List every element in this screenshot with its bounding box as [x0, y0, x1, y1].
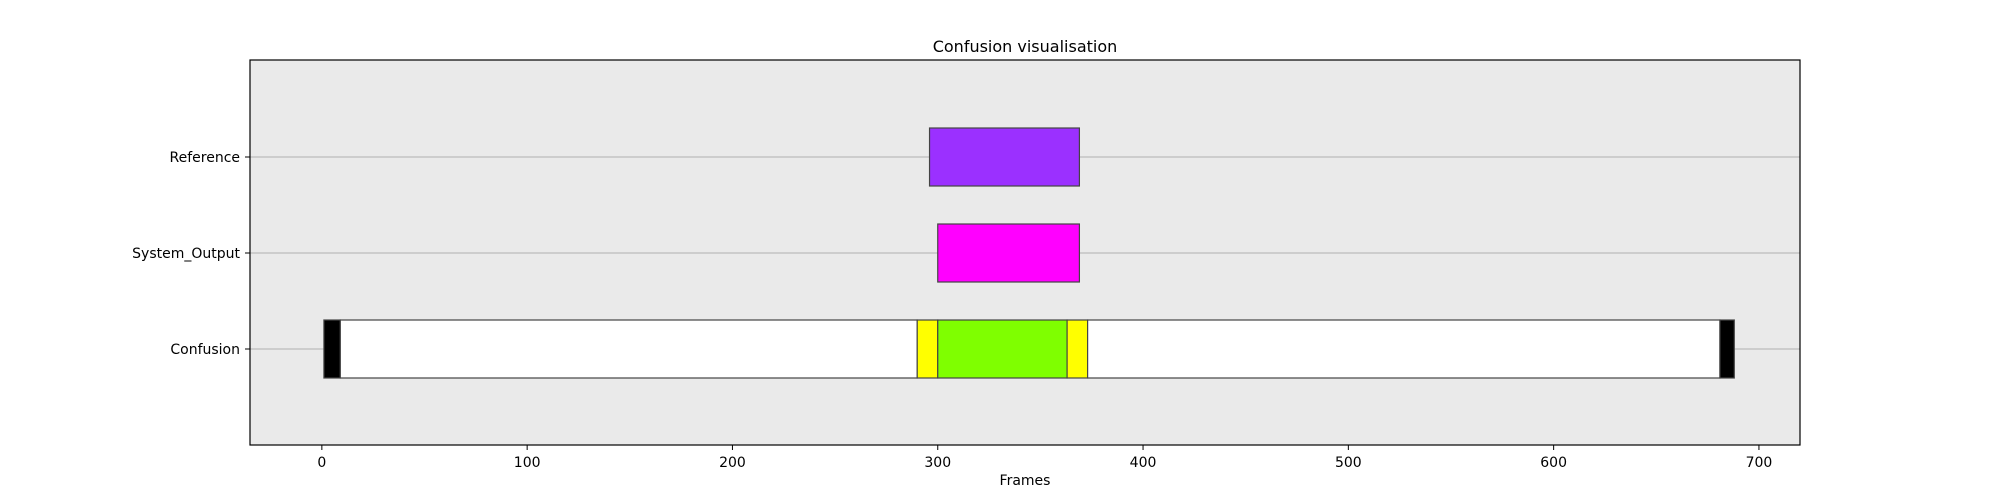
bar-segment: [916, 319, 939, 379]
x-tick-label: 700: [1746, 455, 1773, 471]
x-tick-label: 0: [317, 455, 326, 471]
bar-segment: [1087, 319, 1721, 379]
bar-segment: [1719, 319, 1735, 379]
y-tick-label: Confusion: [170, 342, 240, 358]
x-tick-label: 500: [1335, 455, 1362, 471]
x-tick-label: 400: [1130, 455, 1157, 471]
y-tick-label: System_Output: [132, 246, 240, 262]
bar-segments: [323, 127, 1735, 379]
bar-segment: [323, 319, 341, 379]
bar-segment: [937, 223, 1081, 283]
x-tick-label: 200: [719, 455, 746, 471]
x-tick-label: 300: [924, 455, 951, 471]
bar-segment: [937, 319, 1068, 379]
x-tick-label: 600: [1540, 455, 1567, 471]
x-axis: 0 100 200 300 400 500 600 700: [317, 445, 1772, 471]
x-tick-label: 100: [514, 455, 541, 471]
bar-segment: [339, 319, 918, 379]
chart-title: Confusion visualisation: [933, 37, 1118, 56]
x-axis-label: Frames: [1000, 473, 1051, 489]
y-axis: Reference System_Output Confusion: [132, 150, 250, 358]
y-tick-label: Reference: [170, 150, 241, 166]
bar-segment: [1066, 319, 1089, 379]
bar-segment: [928, 127, 1081, 187]
